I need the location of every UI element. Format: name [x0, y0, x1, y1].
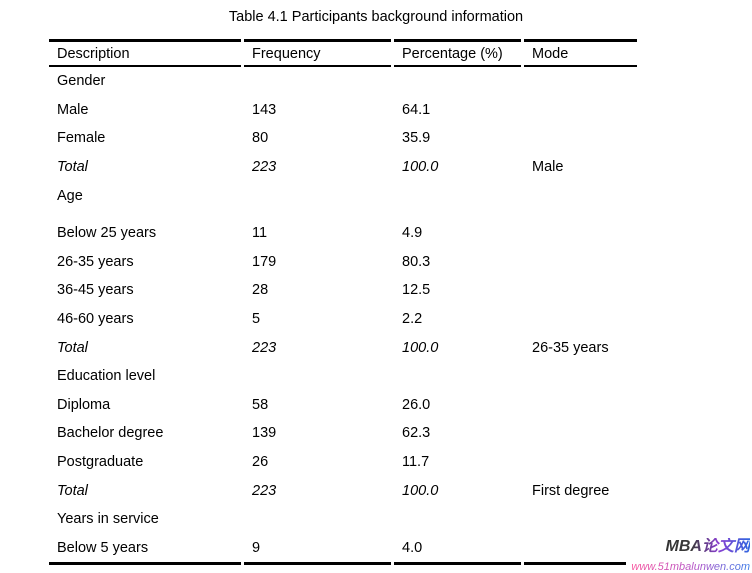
cell-mode	[524, 276, 637, 305]
cell-frequency: 139	[252, 425, 277, 442]
cell-description: 46-60 years	[57, 311, 134, 328]
table-row-years-in-service: Years in service	[49, 505, 637, 534]
table-title: Table 4.1 Participants background inform…	[228, 9, 524, 25]
cell-percentage: 12.5	[402, 282, 431, 299]
cell-frequency	[244, 181, 391, 210]
table-row-46-60-years: 46-60 years 5 2.2	[49, 305, 637, 334]
cell-mode	[524, 124, 637, 153]
watermark-url: www.51mbalunwen.com	[631, 561, 750, 573]
cell-percentage	[394, 505, 521, 534]
cell-percentage: 80.3	[402, 253, 431, 270]
table-row-36-45-years: 36-45 years 28 12.5	[49, 276, 637, 305]
cell-description: Postgraduate	[57, 454, 144, 471]
cell-frequency: 28	[252, 282, 269, 299]
cell-frequency: 9	[244, 534, 391, 566]
cell-frequency	[244, 505, 391, 534]
cell-frequency: 80	[252, 130, 269, 147]
cell-description: Total	[57, 339, 88, 356]
cell-percentage: 2.2	[402, 311, 423, 328]
cell-percentage	[394, 67, 521, 96]
cell-description: Bachelor degree	[57, 425, 164, 442]
cell-frequency	[244, 67, 391, 96]
cell-frequency: 143	[252, 101, 277, 118]
watermark-url-wrap: www.51mbalunwen.com	[626, 556, 750, 573]
cell-description: Below 25 years	[57, 225, 157, 242]
cell-percentage: 11.7	[402, 454, 430, 471]
table-row-gender: Gender	[49, 67, 637, 96]
table-row-male: Male 143 64.1	[49, 96, 637, 125]
col-header-description: Description	[49, 39, 241, 67]
watermark: MBA论文网 www.51mbalunwen.com	[626, 538, 750, 573]
cell-percentage: 4.0	[394, 534, 521, 566]
table-header: Description Frequency Percentage (%) Mod…	[49, 39, 637, 67]
cell-mode	[524, 181, 637, 210]
cell-description: Education level	[57, 368, 156, 385]
cell-frequency: 26	[252, 454, 269, 471]
table-row-total: Total 223 100.0 Male	[49, 153, 637, 182]
cell-mode	[524, 448, 637, 477]
cell-percentage: 35.9	[402, 130, 431, 147]
cell-mode	[524, 248, 637, 277]
cell-description: Diploma	[57, 396, 111, 413]
table-row-age: Age	[49, 181, 637, 210]
cell-mode: First degree	[532, 482, 610, 499]
cell-percentage: 100.0	[402, 339, 439, 356]
cell-frequency: 5	[252, 311, 261, 328]
col-header-frequency: Frequency	[244, 39, 391, 67]
cell-percentage: 4.9	[402, 225, 423, 242]
cell-mode	[524, 391, 637, 420]
cell-description: 26-35 years	[57, 253, 134, 270]
cell-frequency: 11	[252, 225, 268, 242]
table-body: Gender Male 143 64.1 Female 80 35.9 Total 223 100…	[49, 67, 637, 566]
table-row-below-25-years: Below 25 years 11 4.9	[49, 210, 637, 248]
cell-frequency	[244, 362, 391, 391]
cell-frequency: 179	[252, 253, 277, 270]
cell-percentage: 100.0	[402, 482, 439, 499]
cell-mode	[524, 67, 637, 96]
table-row-total: Total 223 100.0 First degree	[49, 476, 637, 505]
col-header-percentage: Percentage (%)	[394, 39, 521, 67]
cell-frequency: 223	[252, 339, 277, 356]
cell-percentage: 26.0	[402, 396, 431, 413]
table-row-female: Female 80 35.9	[49, 124, 637, 153]
cell-description: Male	[57, 101, 89, 118]
cell-description: 36-45 years	[57, 282, 134, 299]
cell-mode: 26-35 years	[532, 339, 609, 356]
participants-background-table: Description Frequency Percentage (%) Mod…	[46, 39, 640, 566]
header-row: Description Frequency Percentage (%) Mod…	[49, 39, 637, 67]
cell-percentage	[394, 362, 521, 391]
cell-percentage	[394, 181, 521, 210]
table-row-26-35-years: 26-35 years 179 80.3	[49, 248, 637, 277]
cell-mode	[524, 96, 637, 125]
table-row-diploma: Diploma 58 26.0	[49, 391, 637, 420]
cell-mode	[524, 534, 637, 566]
cell-description: Total	[57, 159, 88, 176]
cell-mode	[524, 305, 637, 334]
cell-description: Age	[57, 187, 83, 204]
cell-frequency: 58	[252, 396, 269, 413]
cell-mode	[524, 419, 637, 448]
watermark-brand-logo: MBA论文网	[665, 538, 750, 555]
cell-frequency: 223	[252, 159, 277, 176]
cell-mode: Male	[532, 159, 564, 176]
cell-mode	[524, 362, 637, 391]
cell-description: Years in service	[57, 511, 159, 528]
table-row-total: Total 223 100.0 26-35 years	[49, 333, 637, 362]
cell-description: Female	[57, 130, 106, 147]
cell-percentage: 100.0	[402, 159, 439, 176]
table-row-bachelor-degree: Bachelor degree 139 62.3	[49, 419, 637, 448]
cell-mode	[524, 210, 637, 248]
cell-percentage: 64.1	[402, 101, 431, 118]
cell-description: Gender	[57, 73, 106, 90]
table-row-below-5-years: Below 5 years 9 4.0	[49, 534, 637, 566]
cell-description: Total	[57, 482, 88, 499]
cell-mode	[524, 505, 637, 534]
table-row-education-level: Education level	[49, 362, 637, 391]
cell-description: Below 5 years	[49, 534, 241, 566]
cell-percentage: 62.3	[402, 425, 431, 442]
col-header-mode: Mode	[524, 39, 637, 67]
table-row-postgraduate: Postgraduate 26 11.7	[49, 448, 637, 477]
cell-frequency: 223	[252, 482, 277, 499]
